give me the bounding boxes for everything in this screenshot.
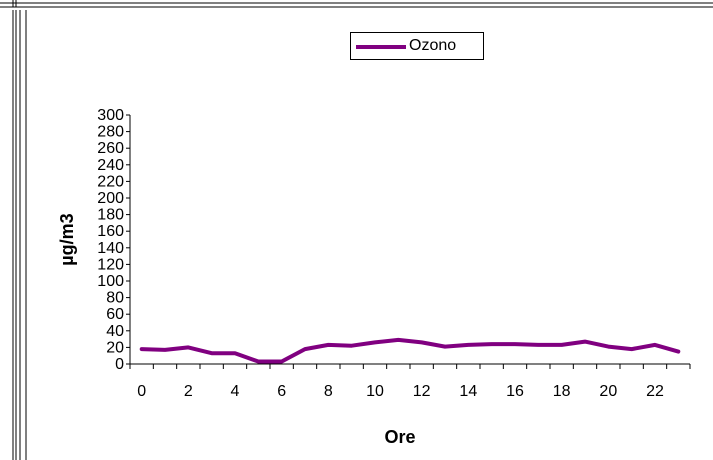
legend-label-ozono: Ozono [409,37,457,54]
data-point-19 [583,340,587,344]
y-tick-label-160: 160 [97,223,124,240]
x-tick-label-6: 6 [277,383,286,400]
data-point-16 [513,342,517,346]
data-point-22 [653,343,657,347]
x-axis-label: Ore [384,427,415,447]
y-tick-label-280: 280 [97,124,124,141]
x-tick-label-14: 14 [459,383,477,400]
data-point-6 [280,360,284,364]
data-point-3 [210,351,214,355]
y-tick-label-180: 180 [97,207,124,224]
data-point-4 [233,351,237,355]
chart-legend: Ozono [350,32,484,60]
frame-left-border [12,10,27,460]
x-tick-label-2: 2 [184,383,193,400]
y-tick-label-0: 0 [115,356,124,373]
y-tick-label-200: 200 [97,190,124,207]
x-tick-label-10: 10 [366,383,384,400]
series-line-ozono [139,337,681,364]
data-point-11 [396,338,400,342]
data-point-7 [303,347,307,351]
y-tick-label-80: 80 [106,290,124,307]
data-point-1 [163,348,167,352]
data-point-2 [186,345,190,349]
y-tick-label-40: 40 [106,323,124,340]
x-tick-label-8: 8 [324,383,333,400]
y-tick-label-240: 240 [97,157,124,174]
data-point-14 [466,343,470,347]
data-point-9 [350,344,354,348]
y-tick-label-60: 60 [106,306,124,323]
frame-top-border [0,0,713,8]
legend-swatch-ozono [356,45,406,49]
x-tick-label-18: 18 [553,383,571,400]
data-point-10 [373,340,377,344]
y-tick-label-100: 100 [97,273,124,290]
y-tick-label-220: 220 [97,173,124,190]
y-tick-label-120: 120 [97,256,124,273]
x-tick-label-16: 16 [506,383,524,400]
data-point-18 [560,343,564,347]
x-tick-label-0: 0 [137,383,146,400]
y-tick-label-260: 260 [97,140,124,157]
data-point-17 [536,343,540,347]
data-point-23 [676,350,680,354]
y-tick-label-140: 140 [97,240,124,257]
x-tick-label-22: 22 [646,383,664,400]
x-tick-label-4: 4 [231,383,240,400]
y-tick-label-20: 20 [106,339,124,356]
data-point-13 [443,345,447,349]
data-point-15 [490,342,494,346]
x-tick-label-12: 12 [413,383,431,400]
data-point-12 [420,340,424,344]
data-point-21 [630,347,634,351]
data-point-5 [256,360,260,364]
y-axis-label: µg/m3 [57,213,77,265]
data-point-20 [606,345,610,349]
y-tick-label-300: 300 [97,107,124,124]
data-point-8 [326,343,330,347]
x-tick-label-20: 20 [599,383,617,400]
data-point-0 [140,347,144,351]
